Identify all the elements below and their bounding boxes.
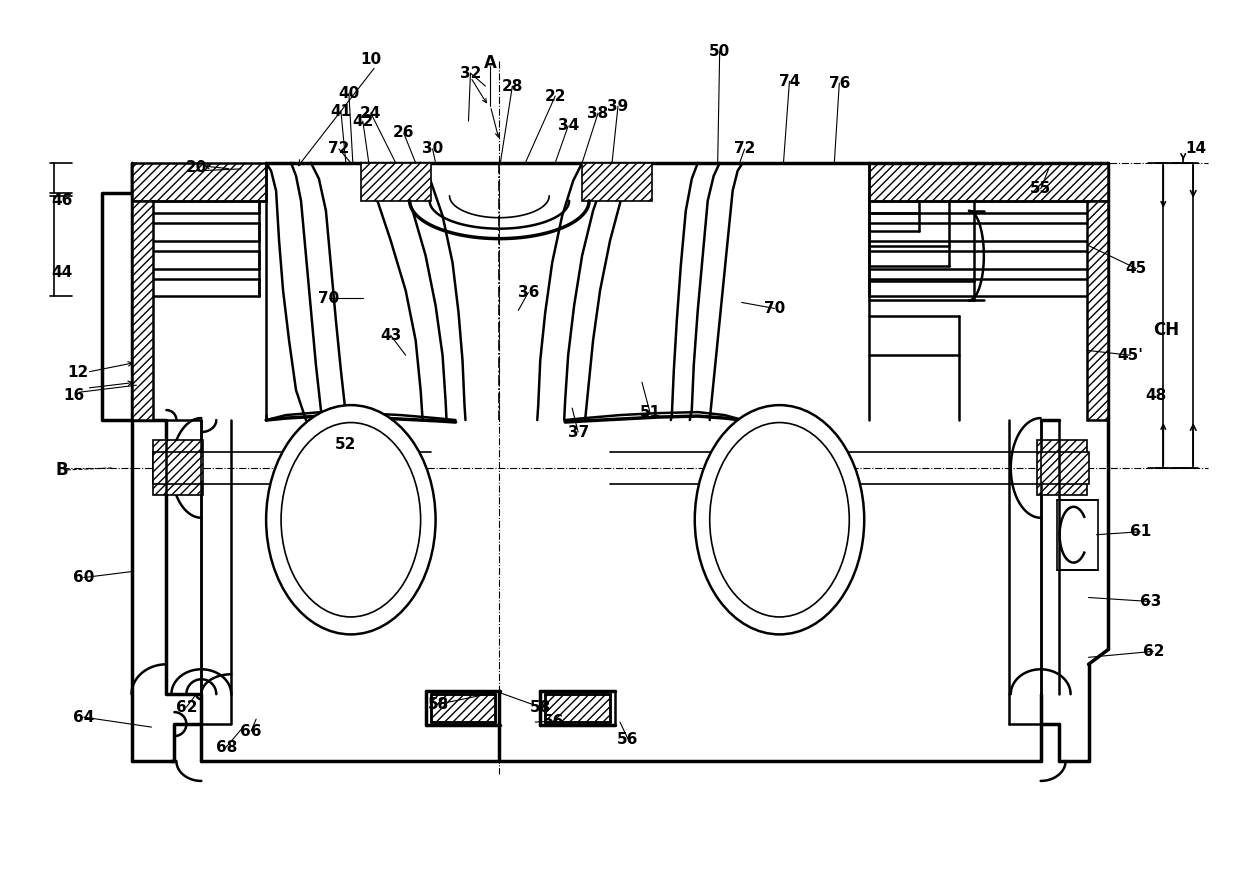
Text: 51: 51	[640, 405, 661, 420]
Text: 10: 10	[361, 51, 382, 66]
Text: 28: 28	[502, 79, 523, 94]
Text: 72: 72	[734, 141, 755, 156]
Bar	[1056, 499, 1099, 569]
Text: 70: 70	[319, 291, 340, 306]
Text: 45: 45	[1126, 261, 1147, 276]
Bar	[546, 694, 610, 722]
Text: 39: 39	[608, 98, 629, 113]
Ellipse shape	[694, 405, 864, 635]
Text: 62: 62	[1142, 644, 1164, 659]
Text: 20: 20	[186, 160, 207, 175]
Text: 32: 32	[460, 65, 481, 80]
Ellipse shape	[709, 423, 849, 617]
Text: 55: 55	[1030, 181, 1052, 196]
Text: 41: 41	[330, 103, 351, 118]
Text: 43: 43	[381, 328, 402, 343]
Text: 42: 42	[352, 113, 373, 128]
Text: 38: 38	[588, 105, 609, 120]
Text: 56: 56	[618, 732, 639, 747]
Text: 45': 45'	[1117, 347, 1143, 362]
Text: 50: 50	[709, 43, 730, 58]
Bar	[869, 163, 1109, 201]
Text: 56: 56	[543, 713, 564, 728]
Ellipse shape	[267, 405, 435, 635]
Bar	[1040, 452, 1089, 484]
Text: 40: 40	[339, 86, 360, 101]
Text: 64: 64	[73, 710, 94, 725]
Text: 52: 52	[335, 438, 357, 453]
Text: 72: 72	[329, 141, 350, 156]
Text: 37: 37	[568, 424, 589, 439]
Text: 44: 44	[51, 265, 72, 280]
Text: 36: 36	[517, 285, 539, 300]
Ellipse shape	[281, 423, 420, 617]
Text: 30: 30	[422, 141, 443, 156]
Text: 66: 66	[241, 724, 262, 739]
Text: 26: 26	[393, 126, 414, 141]
Text: 76: 76	[828, 76, 849, 91]
Bar	[154, 440, 203, 495]
Text: CH: CH	[1153, 322, 1179, 339]
Text: A: A	[484, 54, 497, 72]
Text: 46: 46	[51, 194, 72, 209]
Text: 74: 74	[779, 73, 800, 88]
Bar	[1086, 201, 1109, 420]
Text: 24: 24	[360, 105, 382, 120]
Bar	[1037, 440, 1086, 495]
Bar	[361, 163, 430, 201]
Text: 60: 60	[73, 570, 94, 585]
Text: 70: 70	[764, 301, 785, 316]
Text: 14: 14	[1185, 141, 1207, 156]
Text: 61: 61	[1130, 524, 1151, 539]
Bar	[154, 452, 201, 484]
Text: 68: 68	[216, 740, 237, 755]
Text: 58: 58	[428, 697, 449, 712]
Text: 16: 16	[63, 388, 84, 402]
Text: 12: 12	[67, 365, 88, 380]
Text: B: B	[56, 461, 68, 479]
Bar	[131, 201, 154, 420]
Text: 58: 58	[529, 699, 551, 714]
Bar	[582, 163, 652, 201]
Text: 34: 34	[558, 118, 579, 133]
Text: 62: 62	[176, 699, 197, 714]
Text: 63: 63	[1140, 594, 1161, 609]
Text: 48: 48	[1146, 388, 1167, 402]
Bar	[131, 163, 267, 201]
Text: 22: 22	[544, 88, 565, 103]
Bar	[430, 694, 496, 722]
